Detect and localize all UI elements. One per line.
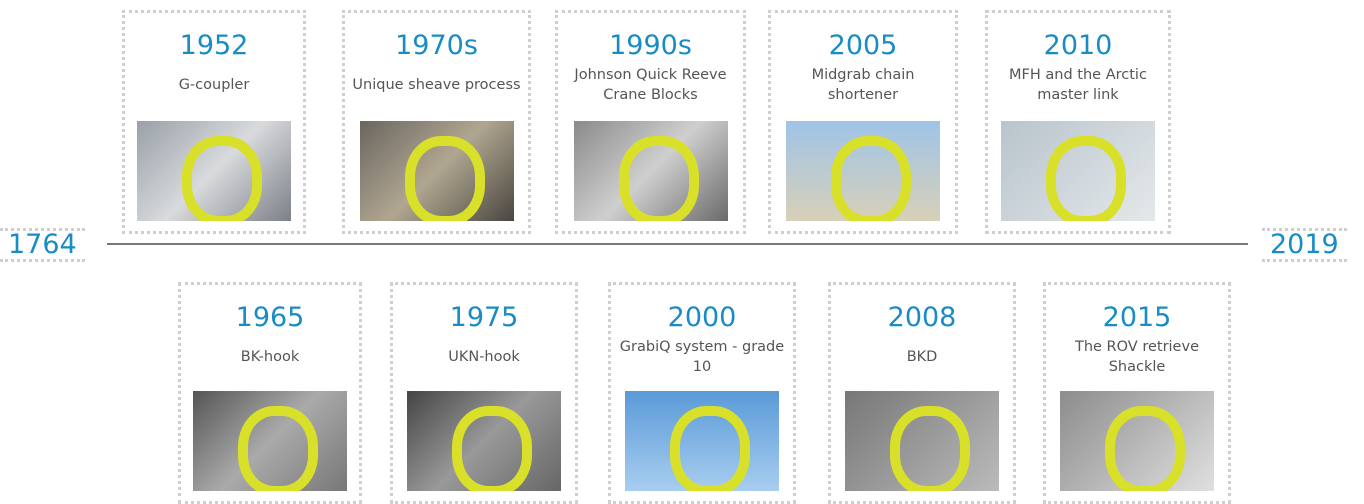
- milestone-photo: [137, 121, 291, 221]
- milestone-photo: [360, 121, 514, 221]
- milestone-year: 2008: [888, 303, 957, 333]
- milestone-year: 2015: [1103, 303, 1172, 333]
- milestone-label: Unique sheave process: [352, 63, 522, 107]
- start-year: 1764: [0, 228, 85, 262]
- milestone-photo: [625, 391, 779, 491]
- milestone-label: BKD: [837, 335, 1007, 379]
- end-year: 2019: [1262, 228, 1347, 262]
- milestone-photo: [574, 121, 728, 221]
- milestone-label: BK-hook: [185, 335, 355, 379]
- milestone-label: Johnson Quick Reeve Crane Blocks: [566, 63, 736, 107]
- milestone-label: G-coupler: [129, 63, 299, 107]
- milestone-photo: [1060, 391, 1214, 491]
- milestone-year: 1965: [236, 303, 305, 333]
- milestone-label: Midgrab chain shortener: [778, 63, 948, 107]
- milestone-year: 1975: [450, 303, 519, 333]
- milestone-photo: [407, 391, 561, 491]
- milestone-photo: [1001, 121, 1155, 221]
- milestone-year: 1990s: [609, 31, 692, 61]
- milestone-year: 2005: [829, 31, 898, 61]
- milestone-year: 2010: [1044, 31, 1113, 61]
- milestone-label: The ROV retrieve Shackle: [1052, 335, 1222, 379]
- milestone-photo: [786, 121, 940, 221]
- timeline-axis: [107, 243, 1248, 245]
- milestone-photo: [845, 391, 999, 491]
- timeline: 1764 2019 1952G-coupler1970sUnique sheav…: [0, 0, 1364, 504]
- milestone-year: 1970s: [395, 31, 478, 61]
- milestone-label: GrabiQ system - grade 10: [617, 335, 787, 379]
- milestone-photo: [193, 391, 347, 491]
- milestone-label: MFH and the Arctic master link: [993, 63, 1163, 107]
- milestone-label: UKN-hook: [399, 335, 569, 379]
- milestone-year: 1952: [180, 31, 249, 61]
- milestone-year: 2000: [668, 303, 737, 333]
